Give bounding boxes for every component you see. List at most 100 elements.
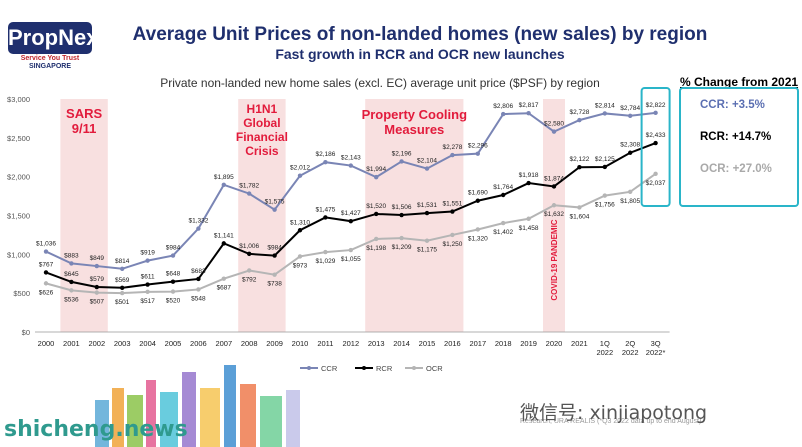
- data-label-rcr: $648: [166, 271, 181, 278]
- data-point-rcr: [221, 241, 226, 246]
- data-label-rcr: $2,433: [646, 132, 666, 139]
- data-label-ccr: $2,580: [544, 121, 564, 128]
- x-tick-label: 2020: [546, 339, 563, 348]
- data-point-ccr: [348, 163, 353, 168]
- x-tick-label-part: 2021: [571, 339, 588, 348]
- skyline-building: [224, 365, 236, 447]
- data-point-ocr: [145, 289, 150, 295]
- data-label-ocr: $1,756: [595, 202, 615, 209]
- data-point-ccr: [526, 111, 531, 116]
- data-label-ccr: $849: [90, 255, 105, 262]
- data-label-rcr: $1,690: [468, 190, 488, 197]
- event-label: Property Cooling: [362, 107, 468, 122]
- data-label-rcr: $2,125: [595, 156, 615, 163]
- data-point-ccr: [145, 258, 150, 263]
- logo-tagline: Service You Trust: [20, 55, 80, 62]
- y-tick-label: $2,000: [7, 173, 30, 182]
- wechat-watermark: 微信号: xinjiapotong: [520, 402, 708, 424]
- data-point-rcr: [43, 270, 49, 275]
- data-label-rcr: $1,006: [239, 243, 259, 250]
- event-label: Crisis: [245, 144, 279, 158]
- x-tick-label: 2007: [215, 339, 232, 348]
- legend-label-ocr: OCR: [426, 364, 443, 373]
- data-point-ocr: [551, 203, 557, 208]
- skyline-building: [286, 390, 300, 447]
- data-point-ccr: [272, 207, 277, 212]
- data-point-ocr: [399, 235, 404, 241]
- x-tick-label-part: 2013: [368, 339, 385, 348]
- data-label-ocr: $973: [293, 262, 308, 269]
- event-shade-2: [365, 99, 464, 332]
- x-tick-label-part: 2001: [63, 339, 80, 348]
- logo-wordmark: PropNex: [8, 22, 98, 54]
- data-point-ocr: [577, 205, 582, 210]
- x-tick-label-part: 2017: [469, 339, 486, 348]
- data-point-ccr: [577, 117, 582, 123]
- data-label-rcr: $1,764: [493, 184, 513, 191]
- data-point-rcr: [475, 198, 480, 203]
- y-tick-label: $0: [22, 328, 30, 337]
- data-label-ocr: $1,320: [468, 235, 488, 242]
- data-label-ccr: $2,814: [595, 102, 615, 109]
- data-label-ocr: $2,037: [646, 180, 666, 187]
- data-label-ccr: $2,278: [442, 144, 462, 151]
- logo-country: SINGAPORE: [28, 63, 71, 70]
- x-tick-label-part: 2022*: [646, 348, 666, 357]
- pct-change-ocr: OCR: +27.0%: [700, 163, 772, 175]
- data-label-rcr: $569: [115, 277, 130, 284]
- data-label-ocr: $536: [64, 296, 79, 303]
- data-label-rcr: $2,122: [569, 156, 589, 163]
- x-tick-label: 2008: [241, 339, 258, 348]
- data-point-ocr: [602, 193, 607, 198]
- data-label-ccr: $2,784: [620, 105, 640, 112]
- data-point-ccr: [628, 113, 633, 118]
- data-point-ocr: [348, 247, 353, 253]
- data-point-ccr: [323, 160, 328, 165]
- data-point-ccr: [374, 174, 379, 180]
- data-point-ocr: [323, 249, 328, 255]
- data-point-ocr: [120, 290, 125, 296]
- x-tick-label-part: 2010: [292, 339, 309, 348]
- data-label-ccr: $2,822: [646, 102, 666, 109]
- data-label-rcr: $645: [64, 271, 79, 278]
- data-label-ccr: $984: [166, 245, 181, 252]
- x-tick-label: 2004: [139, 339, 156, 348]
- data-point-ocr: [450, 232, 455, 238]
- legend-marker-rcr: [362, 366, 366, 370]
- data-label-rcr: $611: [141, 274, 155, 281]
- data-point-rcr: [653, 140, 658, 146]
- data-point-rcr: [145, 282, 150, 287]
- data-label-ccr: $2,012: [290, 165, 310, 172]
- data-point-ccr: [170, 253, 176, 258]
- data-point-ocr: [653, 171, 658, 176]
- data-point-ocr: [43, 281, 49, 286]
- data-label-ccr: $2,186: [315, 151, 335, 158]
- data-label-ocr: $501: [115, 299, 130, 306]
- page-subtitle: Fast growth in RCR and OCR new launches: [275, 46, 565, 62]
- y-tick-label: $1,000: [7, 250, 30, 259]
- data-label-rcr: $1,874: [544, 175, 564, 182]
- data-point-rcr: [526, 180, 531, 186]
- x-tick-label-part: 2009: [266, 339, 283, 348]
- skyline-building: [127, 395, 143, 447]
- x-tick-label-part: 2011: [317, 339, 333, 348]
- data-label-ocr: $517: [140, 298, 155, 305]
- data-label-ocr: $1,209: [392, 244, 412, 251]
- x-tick-label-part: 2012: [342, 339, 359, 348]
- data-label-rcr: $767: [39, 261, 54, 268]
- data-point-ocr: [501, 220, 506, 226]
- data-point-ccr: [120, 266, 125, 271]
- y-tick-label: $2,500: [7, 134, 30, 143]
- data-label-ocr: $507: [90, 299, 105, 306]
- data-label-ccr: $2,296: [468, 143, 488, 150]
- x-tick-label: 2000: [38, 339, 55, 348]
- data-label-rcr: $1,551: [442, 201, 462, 208]
- x-tick-label-part: 2022: [622, 348, 639, 357]
- x-tick-label: 1Q 2022: [596, 339, 613, 357]
- x-tick-label: 2016: [444, 339, 461, 348]
- data-label-ocr: $1,604: [569, 213, 589, 220]
- data-label-ocr: $1,029: [315, 258, 335, 265]
- data-point-ccr: [653, 110, 658, 116]
- source-note: Research, URA REALIS (*Q3 2022 data up t…: [520, 418, 702, 425]
